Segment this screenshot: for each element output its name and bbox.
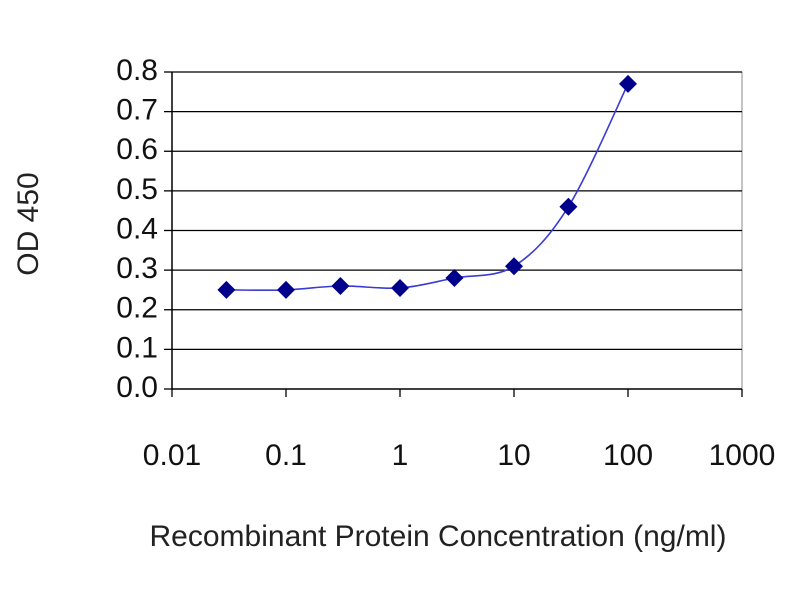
y-tick-labels: 0.0 0.1 0.2 0.3 0.4 0.5 0.6 0.7 0.8 — [116, 54, 158, 404]
gridlines — [172, 71, 742, 351]
data-point — [277, 280, 295, 299]
axes — [164, 71, 743, 397]
x-tick-label: 1000 — [709, 439, 776, 472]
x-tick-label: 0.1 — [265, 439, 307, 472]
data-point — [619, 74, 637, 93]
y-tick-label: 0.7 — [116, 94, 158, 127]
x-tick-label: 1 — [392, 439, 409, 472]
data-point — [331, 277, 350, 295]
data-point — [217, 280, 236, 299]
data-point — [391, 279, 409, 297]
data-point — [505, 257, 523, 276]
x-tick-label: 0.01 — [143, 439, 201, 472]
y-tick-label: 0.4 — [116, 212, 158, 245]
series-layer — [217, 74, 637, 299]
x-tick-label: 10 — [497, 439, 530, 472]
y-tick-label: 0.6 — [116, 133, 158, 166]
x-tick-labels: 0.01 0.1 1 10 100 1000 — [143, 439, 776, 472]
y-axis-label: OD 450 — [12, 172, 45, 275]
y-tick-label: 0.8 — [116, 54, 158, 87]
x-tick-label: 100 — [603, 439, 653, 472]
y-tick-label: 0.1 — [116, 331, 158, 364]
y-tick-label: 0.2 — [116, 292, 158, 325]
data-point — [559, 197, 578, 216]
y-tick-label: 0.5 — [116, 173, 158, 206]
y-tick-label: 0.3 — [116, 252, 158, 285]
data-point — [445, 269, 464, 287]
x-axis-label: Recombinant Protein Concentration (ng/ml… — [150, 520, 727, 553]
y-tick-label: 0.0 — [116, 371, 158, 404]
